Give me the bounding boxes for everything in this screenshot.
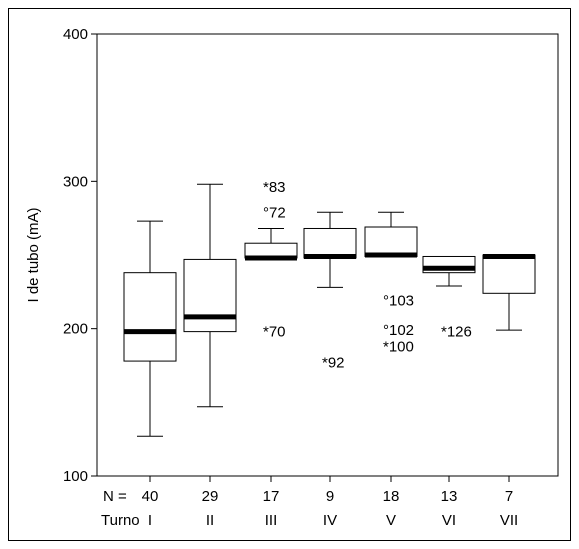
outlier-label: *100 bbox=[383, 338, 414, 355]
y-axis-label: I de tubo (mA) bbox=[25, 207, 42, 302]
box-iqr bbox=[183, 258, 237, 333]
n-count: 7 bbox=[505, 488, 513, 505]
y-tick-label: 400 bbox=[63, 26, 88, 43]
box-group: 29 II bbox=[183, 183, 237, 529]
box-group: °103 °102*100 18 V bbox=[364, 211, 418, 529]
x-tick-label: VII bbox=[500, 512, 518, 529]
x-axis-label: Turno bbox=[101, 512, 140, 529]
box-group: 40 I bbox=[123, 220, 177, 529]
n-count: 18 bbox=[383, 488, 400, 505]
box-iqr bbox=[482, 254, 536, 294]
n-count: 17 bbox=[263, 488, 280, 505]
y-tick-label: 200 bbox=[63, 321, 88, 338]
box-group: *92 9 IV bbox=[303, 211, 357, 529]
y-tick-label: 300 bbox=[63, 173, 88, 190]
outlier-label: *70 bbox=[263, 324, 286, 341]
n-count: 40 bbox=[142, 488, 159, 505]
outlier-label: *83 bbox=[263, 179, 286, 196]
x-tick-label: I bbox=[148, 512, 152, 529]
x-tick-label: II bbox=[206, 512, 214, 529]
box-group: 7 VII bbox=[482, 253, 536, 529]
chart-frame bbox=[8, 8, 571, 541]
x-tick-label: III bbox=[265, 512, 278, 529]
outlier-label: °103 bbox=[383, 293, 414, 310]
outlier-label: *126 bbox=[441, 324, 472, 341]
n-count: 13 bbox=[441, 488, 458, 505]
y-tick-label: 100 bbox=[63, 468, 88, 485]
n-count: 29 bbox=[202, 488, 219, 505]
box-iqr bbox=[303, 227, 357, 259]
n-label: N = bbox=[103, 488, 127, 505]
box-iqr bbox=[364, 226, 418, 257]
outlier-label: °102 bbox=[383, 322, 414, 339]
x-tick-label: V bbox=[386, 512, 396, 529]
x-tick-label: VI bbox=[442, 512, 456, 529]
box-group: *126 13 VI bbox=[422, 255, 476, 529]
n-count: 9 bbox=[326, 488, 334, 505]
x-tick-label: IV bbox=[323, 512, 337, 529]
box-group: *83 °72 *70 17 III bbox=[244, 179, 298, 529]
outlier-label: °72 bbox=[263, 204, 286, 221]
plot-area bbox=[96, 33, 559, 477]
outlier-label: *92 bbox=[322, 355, 345, 372]
box-iqr bbox=[123, 272, 177, 362]
